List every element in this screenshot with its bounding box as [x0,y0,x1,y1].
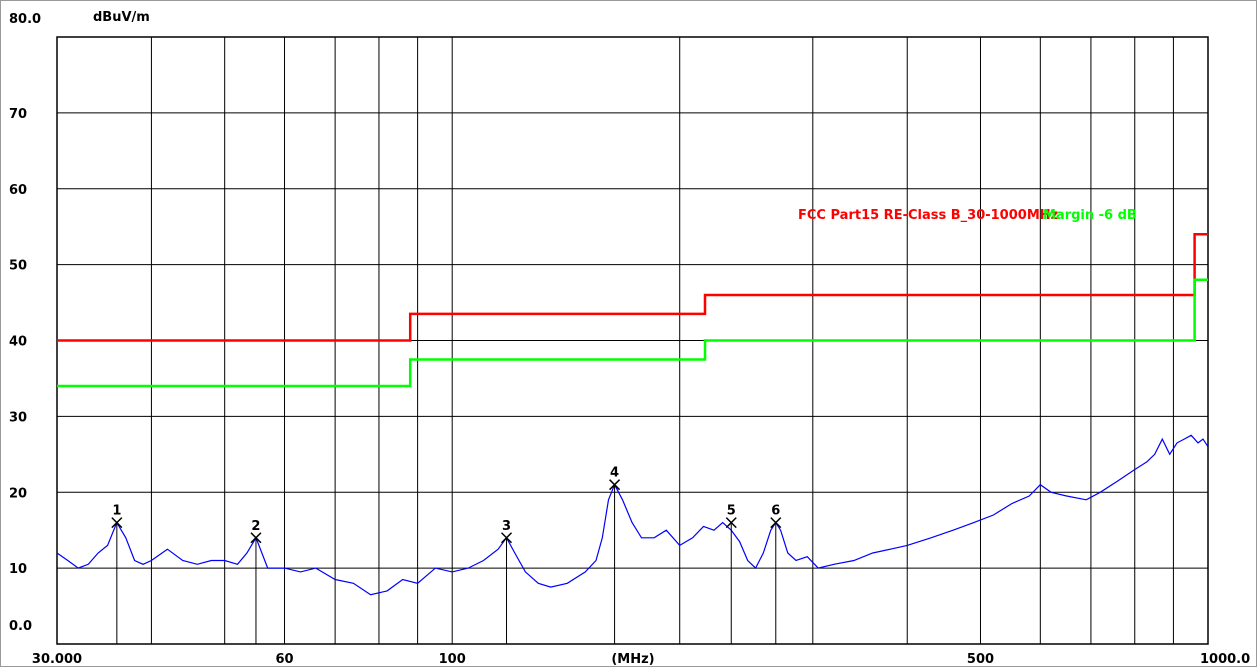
marker-x [770,517,782,529]
marker-label: 5 [727,504,736,519]
series-layer [56,233,1209,596]
y-tick-label: 60 [9,183,27,198]
y-tick-label: 10 [9,562,27,577]
x-tick-label: 60 [275,652,293,667]
measurement-trace [56,434,1209,596]
legend-margin-label: Margin -6 dB [1043,208,1137,223]
y-tick-label: 40 [9,335,27,350]
y-tick-label: 50 [9,259,27,274]
y-tick-label: 70 [9,107,27,122]
legend-limit-label: FCC Part15 RE-Class B_30-1000MHz [798,208,1058,223]
tick-labels: 80.0 70 60 50 40 30 20 10 0.0 30.000 60 100 500 1000.… [9,12,1250,667]
marker-label: 3 [502,519,511,534]
y-tick-label: 20 [9,486,27,501]
marker-label: 4 [610,466,619,481]
marker-label: 6 [771,504,780,519]
marker-label: 2 [251,519,260,534]
marker-x [250,532,262,544]
x-tick-label: 30.000 [32,652,82,667]
x-tick-label: 1000.0 [1200,652,1250,667]
marker-x [609,479,621,491]
limit-line [57,233,1208,342]
x-tick-label: 100 [439,652,466,667]
markers-layer: 1 2 3 4 5 6 [111,466,782,644]
y-tick-label: 80.0 [9,12,41,27]
y-tick-label: 30 [9,410,27,425]
marker-x [725,517,737,529]
y-unit-label: dBuV/m [93,10,150,25]
margin-line [57,278,1208,388]
marker-x [500,532,513,544]
y-tick-label: 0.0 [9,619,32,634]
marker-label: 1 [112,504,121,519]
marker-x [111,517,123,529]
x-axis-label: (MHz) [611,652,654,667]
x-tick-label: 500 [967,652,994,667]
